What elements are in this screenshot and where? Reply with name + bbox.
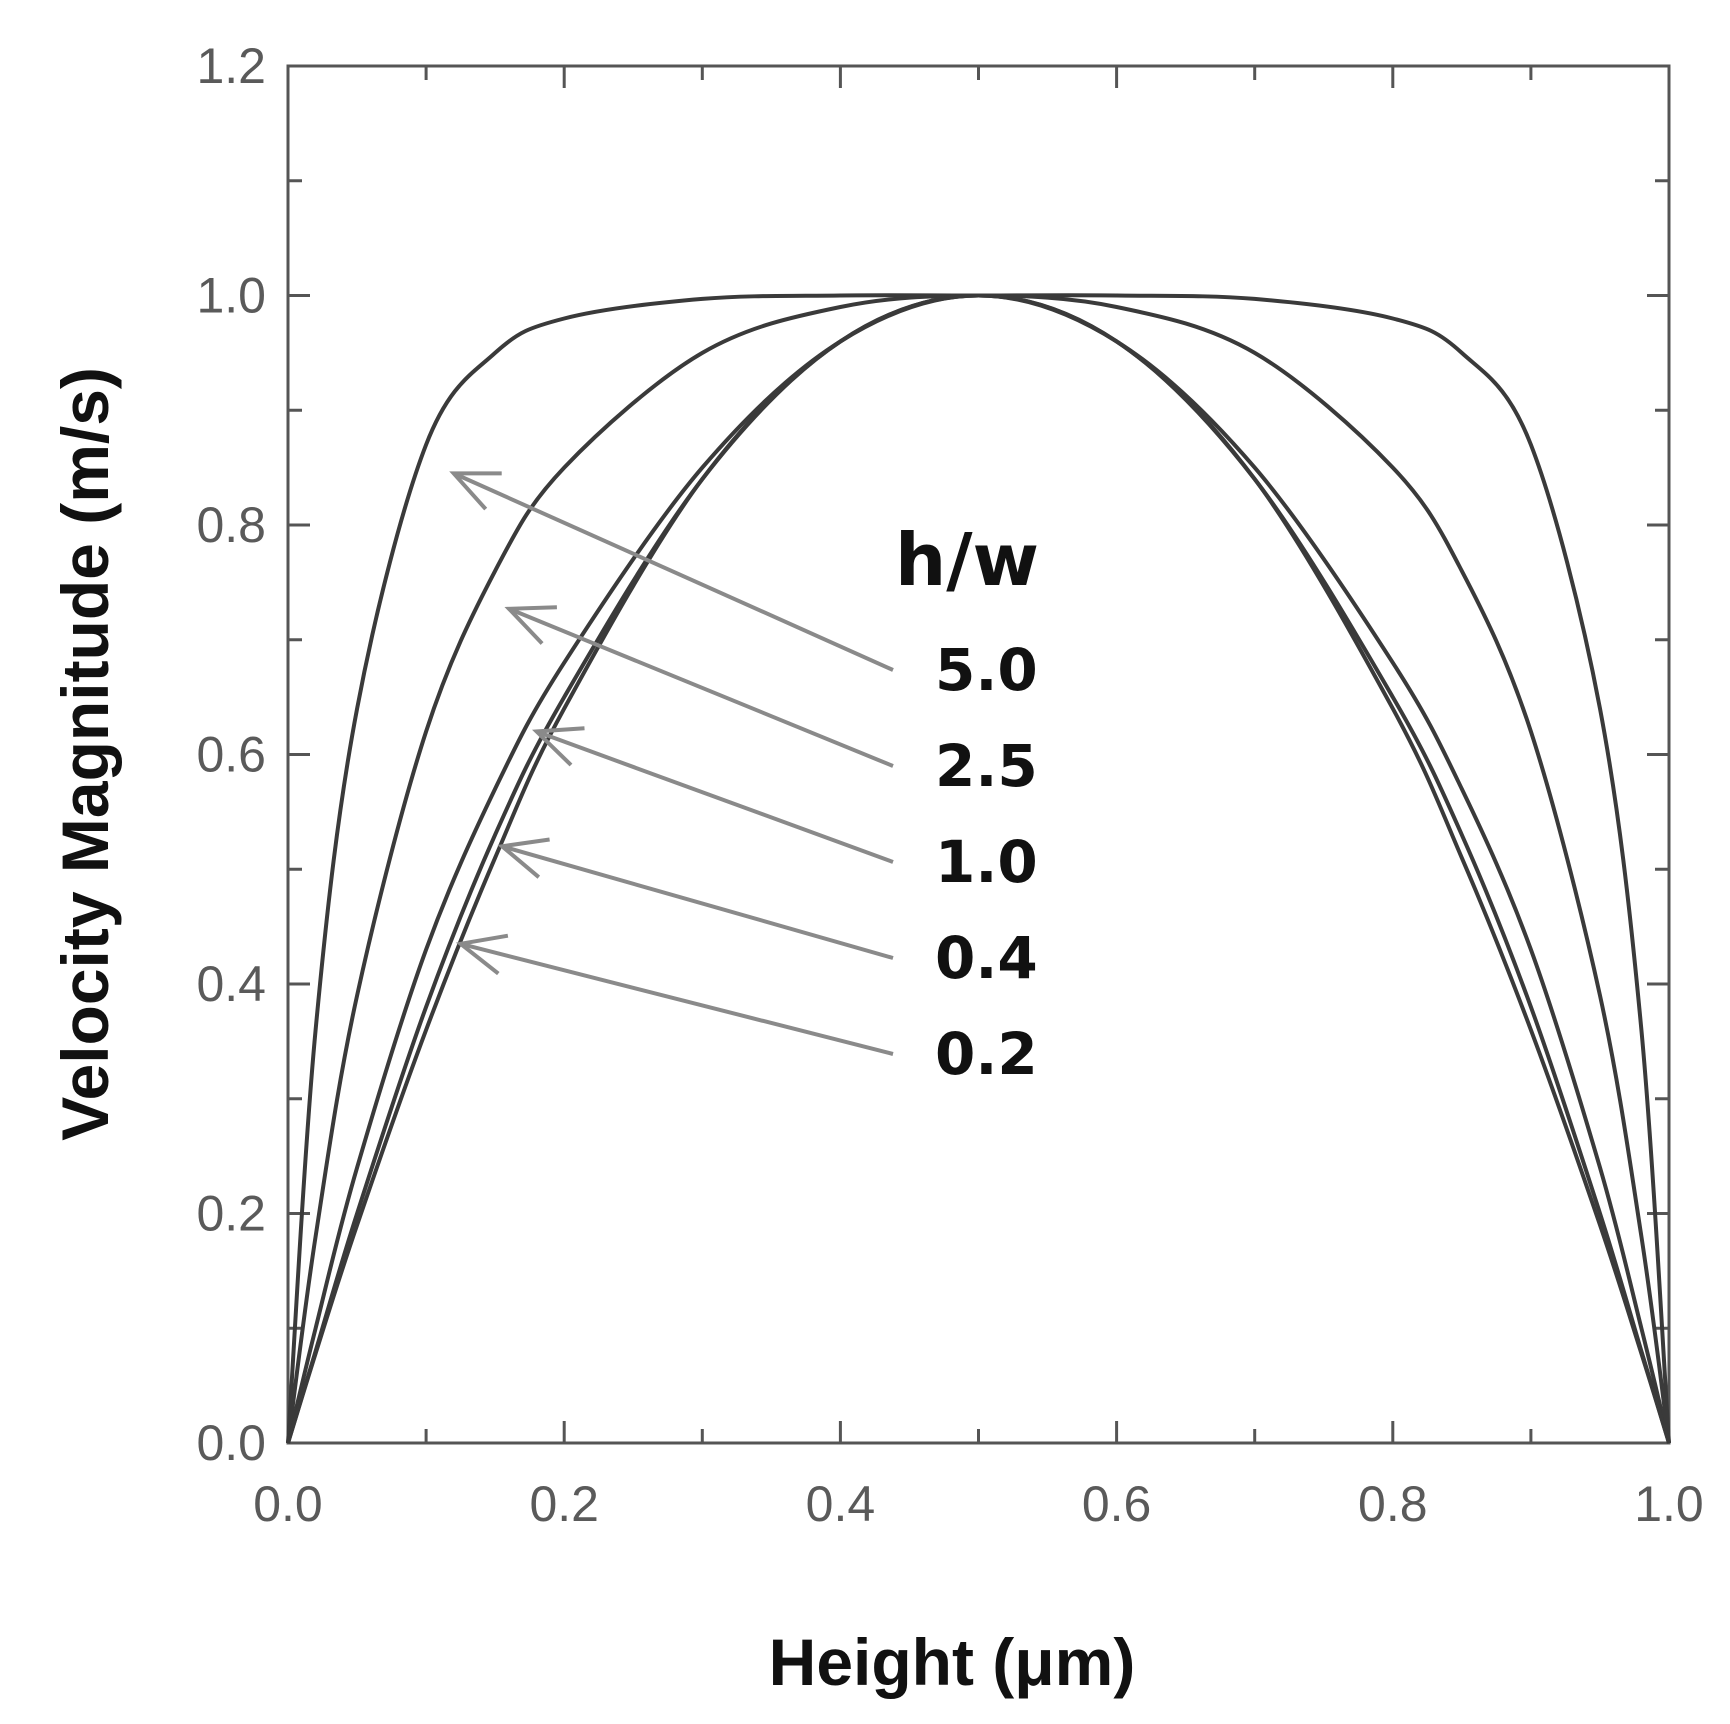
legend-arrow-hw-1.0 bbox=[535, 729, 894, 864]
legend-title: h/w bbox=[895, 518, 1039, 602]
legend-arrowhead-hw-2.5 bbox=[504, 605, 557, 645]
tick-labels: 0.0 0.2 0.4 0.6 0.8 1.0 0.0 0.2 0.4 0.6 0.8 1.0 1.2 bbox=[196, 38, 1703, 1532]
legend-arrow-hw-0.2 bbox=[460, 941, 894, 1056]
legend-label-hw-0.2: 0.2 bbox=[935, 1020, 1038, 1088]
x-tick-label: 0.4 bbox=[806, 1476, 876, 1532]
legend-label-hw-0.4: 0.4 bbox=[935, 924, 1038, 992]
y-tick-label: 1.2 bbox=[196, 38, 266, 94]
legend-arrow-hw-0.4 bbox=[501, 844, 894, 960]
legend-arrow-hw-5.0 bbox=[452, 471, 894, 672]
y-tick-label: 0.8 bbox=[196, 497, 266, 553]
legend-arrowhead-hw-5.0 bbox=[449, 471, 502, 511]
y-tick-label: 0.0 bbox=[196, 1415, 266, 1471]
series-lines bbox=[286, 293, 1671, 1444]
legend: h/w 5.0 2.5 1.0 0.4 0.2 bbox=[895, 518, 1039, 1088]
y-tick-label: 0.2 bbox=[196, 1186, 266, 1242]
tick-marks bbox=[286, 64, 1671, 1445]
x-tick-label: 0.6 bbox=[1082, 1476, 1152, 1532]
x-tick-label: 0.2 bbox=[529, 1476, 599, 1532]
legend-label-hw-5.0: 5.0 bbox=[935, 636, 1038, 704]
y-tick-label: 1.0 bbox=[196, 268, 266, 324]
legend-label-hw-1.0: 1.0 bbox=[935, 828, 1038, 896]
x-axis-title: Height (μm) bbox=[769, 1625, 1136, 1699]
legend-arrows bbox=[449, 471, 894, 1056]
series-line-hw-0.2 bbox=[286, 293, 1671, 1444]
x-tick-label: 1.0 bbox=[1634, 1476, 1704, 1532]
y-axis-title: Velocity Magnitude (m/s) bbox=[48, 367, 122, 1141]
legend-arrowhead-hw-1.0 bbox=[532, 726, 585, 767]
y-tick-label: 0.6 bbox=[196, 727, 266, 783]
legend-arrowhead-hw-0.2 bbox=[455, 933, 509, 976]
legend-arrowhead-hw-0.4 bbox=[497, 837, 550, 879]
x-tick-label: 0.8 bbox=[1358, 1476, 1428, 1532]
y-tick-label: 0.4 bbox=[196, 956, 266, 1012]
legend-label-hw-2.5: 2.5 bbox=[935, 732, 1038, 800]
x-tick-label: 0.0 bbox=[253, 1476, 323, 1532]
legend-arrow-hw-2.5 bbox=[508, 606, 894, 768]
